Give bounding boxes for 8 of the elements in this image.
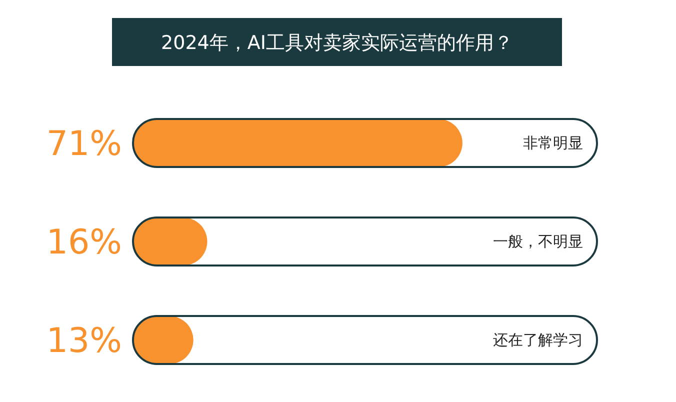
title: 2024年，AI工具对卖家实际运营的作用？ [112,18,562,66]
y-tick-label: 一般，不明显 [493,232,583,250]
y-tick-label: 还在了解学习 [493,331,583,349]
data-label: 16% [46,222,122,262]
y-tick-label: 非常明显 [523,134,583,152]
data-label: 71% [46,124,122,164]
data-label: 13% [46,321,122,361]
chart-title: 2024年，AI工具对卖家实际运营的作用？ [161,32,513,54]
